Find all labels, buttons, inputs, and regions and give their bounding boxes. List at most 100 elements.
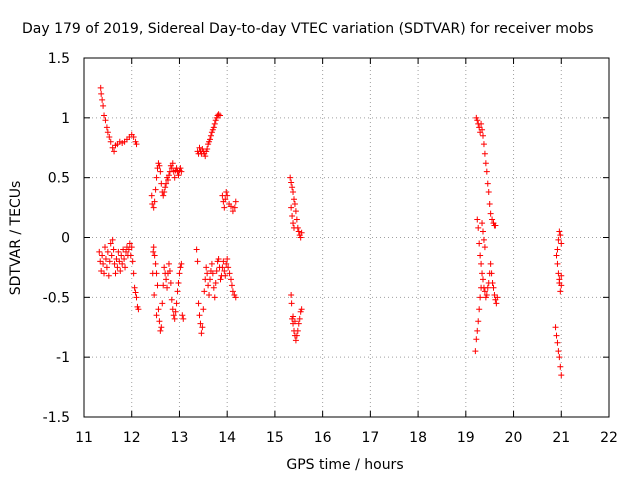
data-point [96,248,103,255]
data-point [99,252,106,259]
data-point [476,306,483,313]
x-tick-label: 18 [409,430,427,446]
data-point [558,272,565,279]
data-point [103,124,110,131]
data-point [193,246,200,253]
data-point [494,294,501,301]
data-point [173,300,180,307]
data-point [156,162,163,169]
data-point [121,256,128,263]
data-point [292,337,299,344]
data-point [483,168,490,175]
data-point [212,279,219,286]
data-point [167,279,174,286]
x-tick-label: 11 [75,430,93,446]
data-point [482,160,489,167]
data-point [217,276,224,283]
data-point [103,264,110,271]
data-point [107,240,114,247]
data-point [294,327,301,334]
data-point [558,282,565,289]
data-point [161,264,168,271]
data-point [289,212,296,219]
data-point [160,192,167,199]
data-point [483,291,490,298]
data-point [163,276,170,283]
data-point [132,289,139,296]
data-point [119,260,126,267]
data-point [111,260,118,267]
data-point [553,332,560,339]
data-point [556,354,563,361]
data-point [473,336,480,343]
data-point [229,288,236,295]
data-point [489,279,496,286]
x-tick-label: 20 [505,430,523,446]
data-point [290,220,297,227]
data-point [130,133,137,140]
data-point [175,172,182,179]
data-point [484,180,491,187]
data-point [207,276,213,283]
data-point [199,324,206,331]
data-point [169,160,176,167]
data-point [114,264,121,271]
data-point [130,270,137,277]
data-point [180,315,187,322]
x-tick-label: 16 [314,430,332,446]
data-point [224,256,231,263]
data-point [215,111,222,118]
data-point [126,240,133,247]
data-point [211,120,218,127]
data-point [153,312,160,319]
data-point [555,348,562,355]
data-point [224,192,231,199]
data-point [151,291,158,298]
data-point [131,284,138,291]
x-tick-label: 21 [552,430,570,446]
data-point [485,189,492,196]
y-tick-label: -0.5 [43,290,70,306]
data-point [290,189,297,196]
data-point [557,232,564,239]
data-point [213,268,220,275]
data-point [197,320,204,327]
data-point [149,200,156,207]
data-point [291,200,298,207]
data-point [204,145,211,152]
data-point [118,252,125,259]
data-point [177,165,184,172]
data-point [231,204,238,211]
data-point [474,327,481,334]
data-point [175,279,182,286]
y-axis-label: SDTVAR / TECUs [8,181,24,296]
data-point [296,315,303,322]
data-point [168,296,175,303]
data-point [151,252,158,259]
data-point [102,117,109,124]
data-point [290,313,297,320]
data-point [105,272,112,279]
data-point [178,260,185,267]
data-point [207,136,213,143]
data-point [228,276,234,283]
x-tick-label: 13 [171,430,189,446]
data-point [222,196,229,203]
y-tick-label: 1 [61,111,70,127]
data-point [171,174,178,181]
data-point [486,200,493,207]
data-point [200,306,207,313]
data-point [204,270,211,277]
data-point [487,260,494,267]
data-point [297,234,304,241]
data-point [98,90,105,97]
data-point [492,222,499,229]
data-point [554,260,561,267]
data-point [291,224,297,231]
data-point [474,117,481,124]
data-point [174,288,181,295]
data-point [474,216,481,223]
data-point [208,260,215,267]
data-point [104,129,111,136]
